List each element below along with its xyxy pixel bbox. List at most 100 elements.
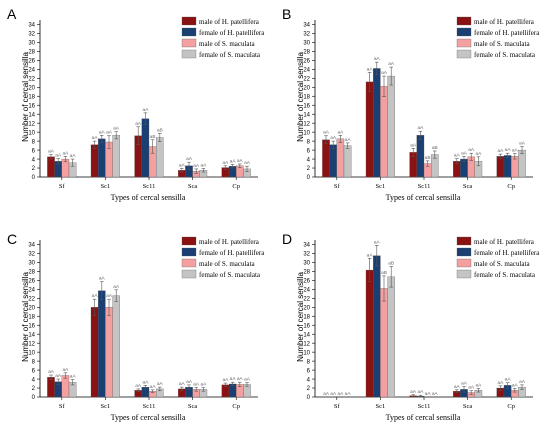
significance-label: aA xyxy=(410,142,417,148)
bar xyxy=(380,86,388,178)
significance-label: aA xyxy=(186,156,193,162)
significance-label: aA xyxy=(99,129,106,135)
x-tick-label: Sca xyxy=(188,183,198,190)
bar xyxy=(112,295,120,398)
y-tick-label: 2 xyxy=(307,386,311,392)
legend-label: female of S. maculata xyxy=(199,271,261,279)
legend-swatch xyxy=(456,269,472,279)
significance-label: aA xyxy=(475,382,482,388)
bar xyxy=(365,81,374,178)
y-tick-label: 28 xyxy=(303,270,310,276)
y-tick-label: 18 xyxy=(28,94,35,100)
legend-swatch xyxy=(456,38,472,48)
y-tick-label: 4 xyxy=(307,377,311,383)
significance-label: aA xyxy=(388,61,395,67)
y-tick-label: 6 xyxy=(32,148,36,154)
y-tick-label: 24 xyxy=(303,288,310,294)
x-tick-label: Sc11 xyxy=(418,403,431,410)
significance-label: aA xyxy=(337,129,344,135)
y-tick-label: 10 xyxy=(28,350,35,356)
bar xyxy=(416,135,425,178)
legend-label: female of S. maculata xyxy=(474,271,536,279)
significance-label: aA xyxy=(113,284,120,290)
significance-label: aA xyxy=(330,391,337,397)
significance-label: aA xyxy=(425,391,432,397)
bar xyxy=(336,138,345,178)
panel-d: D male of H. patellifera female of H. pat… xyxy=(282,231,540,422)
x-tick-label: Sc1 xyxy=(376,403,386,410)
y-tick-label: 20 xyxy=(303,85,310,91)
y-axis-label: Number of cercal sensilla xyxy=(296,52,305,142)
legend-label: female of S. maculata xyxy=(199,51,261,59)
y-tick-label: 20 xyxy=(28,85,35,91)
significance-label: aA xyxy=(337,391,344,397)
y-tick-label: 30 xyxy=(303,261,310,267)
significance-label: aA xyxy=(417,389,424,395)
significance-label: aA xyxy=(367,66,374,72)
y-tick-label: 10 xyxy=(28,130,35,136)
significance-label: aA xyxy=(92,135,99,141)
y-tick-label: 2 xyxy=(32,166,36,172)
y-tick-label: 26 xyxy=(303,279,310,285)
significance-label: aB xyxy=(425,155,431,161)
legend-swatch xyxy=(181,236,197,246)
y-tick-label: 24 xyxy=(28,288,35,294)
legend: male of H. patellifera female of H. patel… xyxy=(456,236,540,279)
significance-label: aA xyxy=(142,379,149,385)
significance-label: aA xyxy=(432,391,439,397)
significance-label: aB xyxy=(432,145,438,151)
bar xyxy=(365,269,374,398)
panel-a: A male of H. patellifera female of H. pat… xyxy=(7,6,265,202)
significance-label: aA xyxy=(454,384,461,390)
panel-b: B male of H. patellifera female of H. pat… xyxy=(282,6,540,202)
significance-label: aA xyxy=(323,130,330,136)
x-axis-label: Types of cercal sensilla xyxy=(386,413,461,422)
significance-label: aA xyxy=(193,382,200,388)
y-tick-label: 32 xyxy=(303,32,310,38)
y-tick-label: 6 xyxy=(307,148,311,154)
bar xyxy=(387,276,395,398)
x-tick-label: Sca xyxy=(188,403,198,410)
significance-label: aA xyxy=(193,163,200,169)
legend-label: male of H. patellifera xyxy=(474,238,535,246)
x-tick-label: Cp xyxy=(232,403,240,410)
significance-label: aA xyxy=(106,293,113,299)
significance-label: aA xyxy=(497,380,504,386)
significance-label: aA xyxy=(135,383,142,389)
x-tick-label: Sc11 xyxy=(143,183,156,190)
x-tick-label: Sc1 xyxy=(376,183,386,190)
y-tick-label: 32 xyxy=(28,252,35,258)
legend-label: female of S. maculata xyxy=(474,51,536,59)
bar xyxy=(387,75,395,178)
bar xyxy=(518,149,526,178)
bar xyxy=(61,375,70,398)
y-tick-label: 34 xyxy=(28,243,35,249)
bar xyxy=(47,377,55,398)
x-tick-label: Sca xyxy=(463,183,473,190)
significance-label: aA xyxy=(461,381,468,387)
y-tick-label: 16 xyxy=(303,103,310,109)
significance-label: aA xyxy=(179,381,186,387)
bar xyxy=(90,144,99,178)
legend-label: male of S. maculata xyxy=(199,260,255,268)
significance-label: aA xyxy=(230,376,237,382)
significance-label: aA xyxy=(468,385,475,391)
significance-label: aA xyxy=(323,391,330,397)
significance-label: aA xyxy=(374,56,381,62)
bar xyxy=(98,290,106,398)
panel-label: A xyxy=(7,6,17,22)
y-tick-label: 2 xyxy=(307,166,311,172)
y-tick-label: 8 xyxy=(32,359,36,365)
y-tick-label: 0 xyxy=(32,395,36,401)
y-tick-label: 26 xyxy=(303,59,310,65)
significance-label: aA xyxy=(48,149,55,155)
significance-label: aA xyxy=(200,382,207,388)
significance-label: aA xyxy=(55,153,62,159)
y-tick-label: 20 xyxy=(303,305,310,311)
y-tick-label: 26 xyxy=(28,59,35,65)
bar xyxy=(47,156,55,178)
legend-swatch xyxy=(181,269,197,279)
significance-label: aA xyxy=(186,379,193,385)
bar xyxy=(373,255,381,398)
